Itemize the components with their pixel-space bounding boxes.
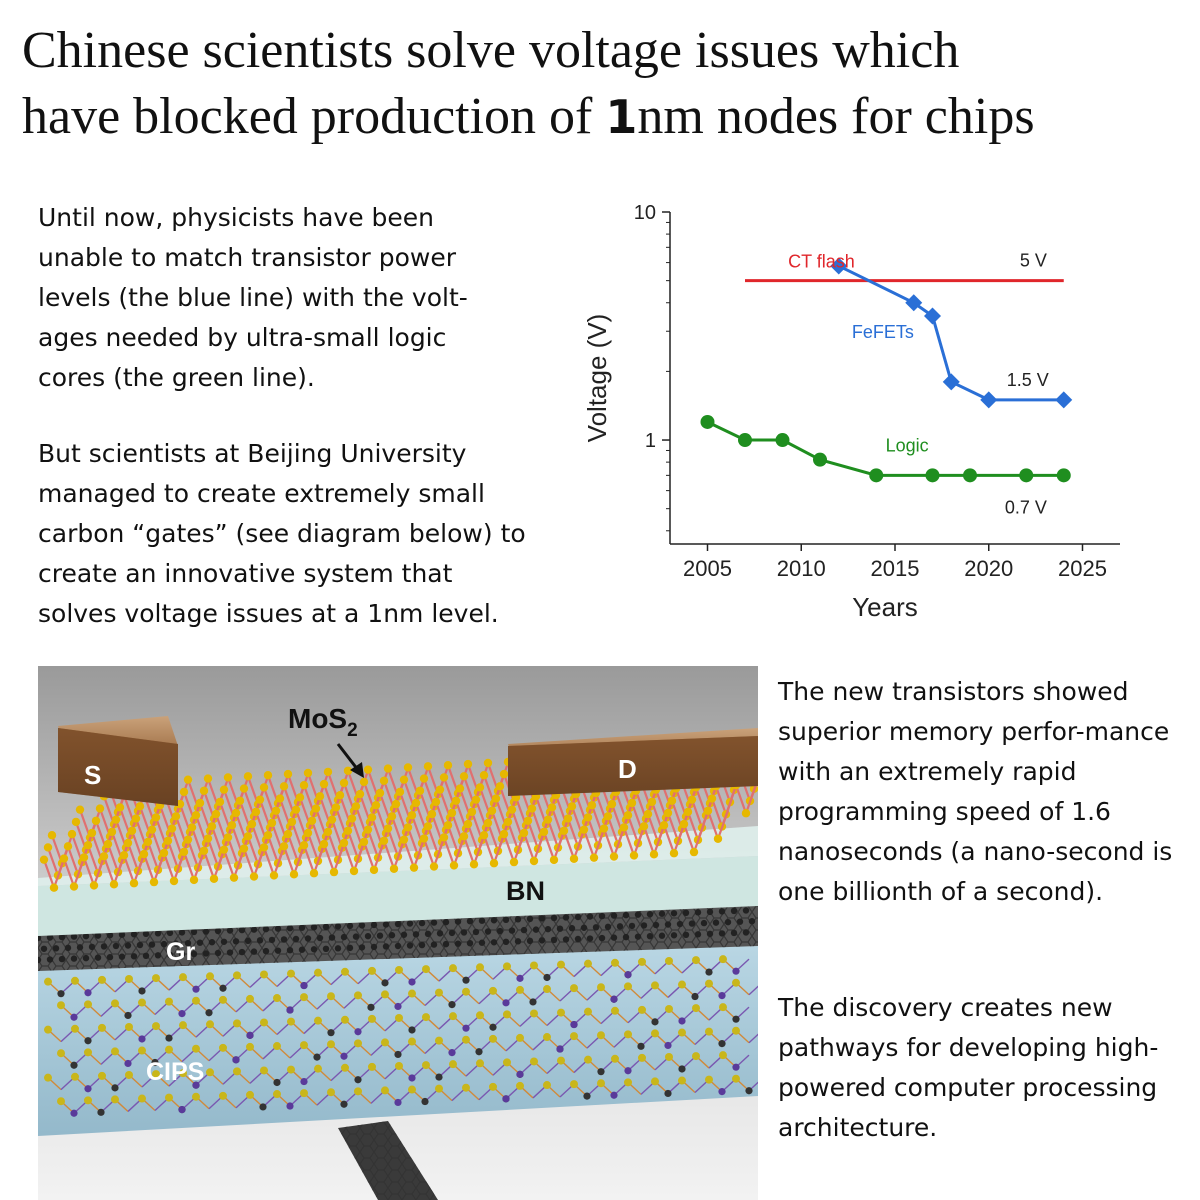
ct-flash-legend: CT flash [788, 252, 855, 272]
mos2-arrow [336, 743, 364, 778]
logic-point [925, 468, 940, 483]
source-label: S [84, 760, 101, 790]
headline: Chinese scientists solve voltage issues … [22, 18, 1192, 150]
carbon-nanotube [338, 1121, 438, 1200]
mos2-label-main: MoS [288, 703, 347, 734]
bn-layer [38, 856, 758, 936]
gr-label: Gr [166, 938, 195, 966]
logic-annotation: 0.7 V [1005, 497, 1047, 517]
fefets-line [838, 264, 1064, 402]
beijing-paragraph: But scientists at Beijing University man… [38, 439, 526, 628]
y-tick-label-10: 10 [634, 202, 656, 224]
headline-line1: Chinese scientists solve voltage issues … [22, 22, 960, 79]
logic-point [775, 433, 790, 448]
fefets-point [830, 257, 848, 275]
headline-line2-big: 1 [605, 90, 638, 144]
x-tick-label-2005: 2005 [683, 556, 732, 581]
logic-point [963, 468, 977, 483]
drain-label: D [618, 754, 637, 784]
fefets-point [942, 373, 960, 391]
x-tick-label-2020: 2020 [964, 556, 1013, 581]
bn-label: BN [506, 876, 545, 906]
discovery-paragraph: The discovery creates new pathways for d… [778, 993, 1159, 1142]
logic-legend: Logic [886, 435, 929, 455]
fefets-legend: FeFETs [852, 322, 914, 342]
logic-point [700, 414, 715, 429]
x-tick-label-2015: 2015 [871, 556, 920, 581]
x-tick-label-2010: 2010 [777, 556, 826, 581]
fefets-annotation: 1.5 V [1007, 370, 1049, 390]
x-axis-title: Years [852, 592, 918, 622]
cips-atoms [44, 955, 758, 1117]
transistor-diagram: MoS2 S D BN Gr CIPS [38, 666, 758, 1200]
cips-label: CIPS [146, 1058, 204, 1086]
source-electrode [58, 716, 178, 806]
y-axis-title: Voltage (V) [582, 314, 612, 443]
logic-point [1019, 468, 1034, 483]
fefets-point [1055, 391, 1073, 409]
fefets-point [924, 307, 941, 325]
performance-paragraph: The new transistors showed superior memo… [778, 677, 1173, 906]
logic-point [738, 433, 752, 448]
logic-point [813, 452, 827, 467]
logic-point [869, 468, 884, 483]
headline-line2-post: nm nodes for chips [637, 88, 1035, 145]
ct-flash-annotation: 5 V [1020, 251, 1047, 271]
voltage-chart: 2005 2010 2015 2020 2025 1 10 Years Voltage (V)… [582, 202, 1120, 622]
y-tick-label-1: 1 [645, 430, 656, 452]
fefets-point [905, 294, 923, 312]
drain-electrode [508, 728, 758, 796]
x-tick-label-2025: 2025 [1058, 556, 1107, 581]
mos2-label-sub: 2 [347, 720, 358, 741]
graphene-atoms [38, 907, 756, 964]
intro-paragraph: Until now, physicists have been unable t… [38, 203, 468, 392]
headline-line2-pre: have blocked production of [22, 88, 606, 145]
mos2-label: MoS2 [288, 703, 358, 741]
logic-point [1056, 468, 1071, 483]
fefets-point [980, 391, 998, 409]
